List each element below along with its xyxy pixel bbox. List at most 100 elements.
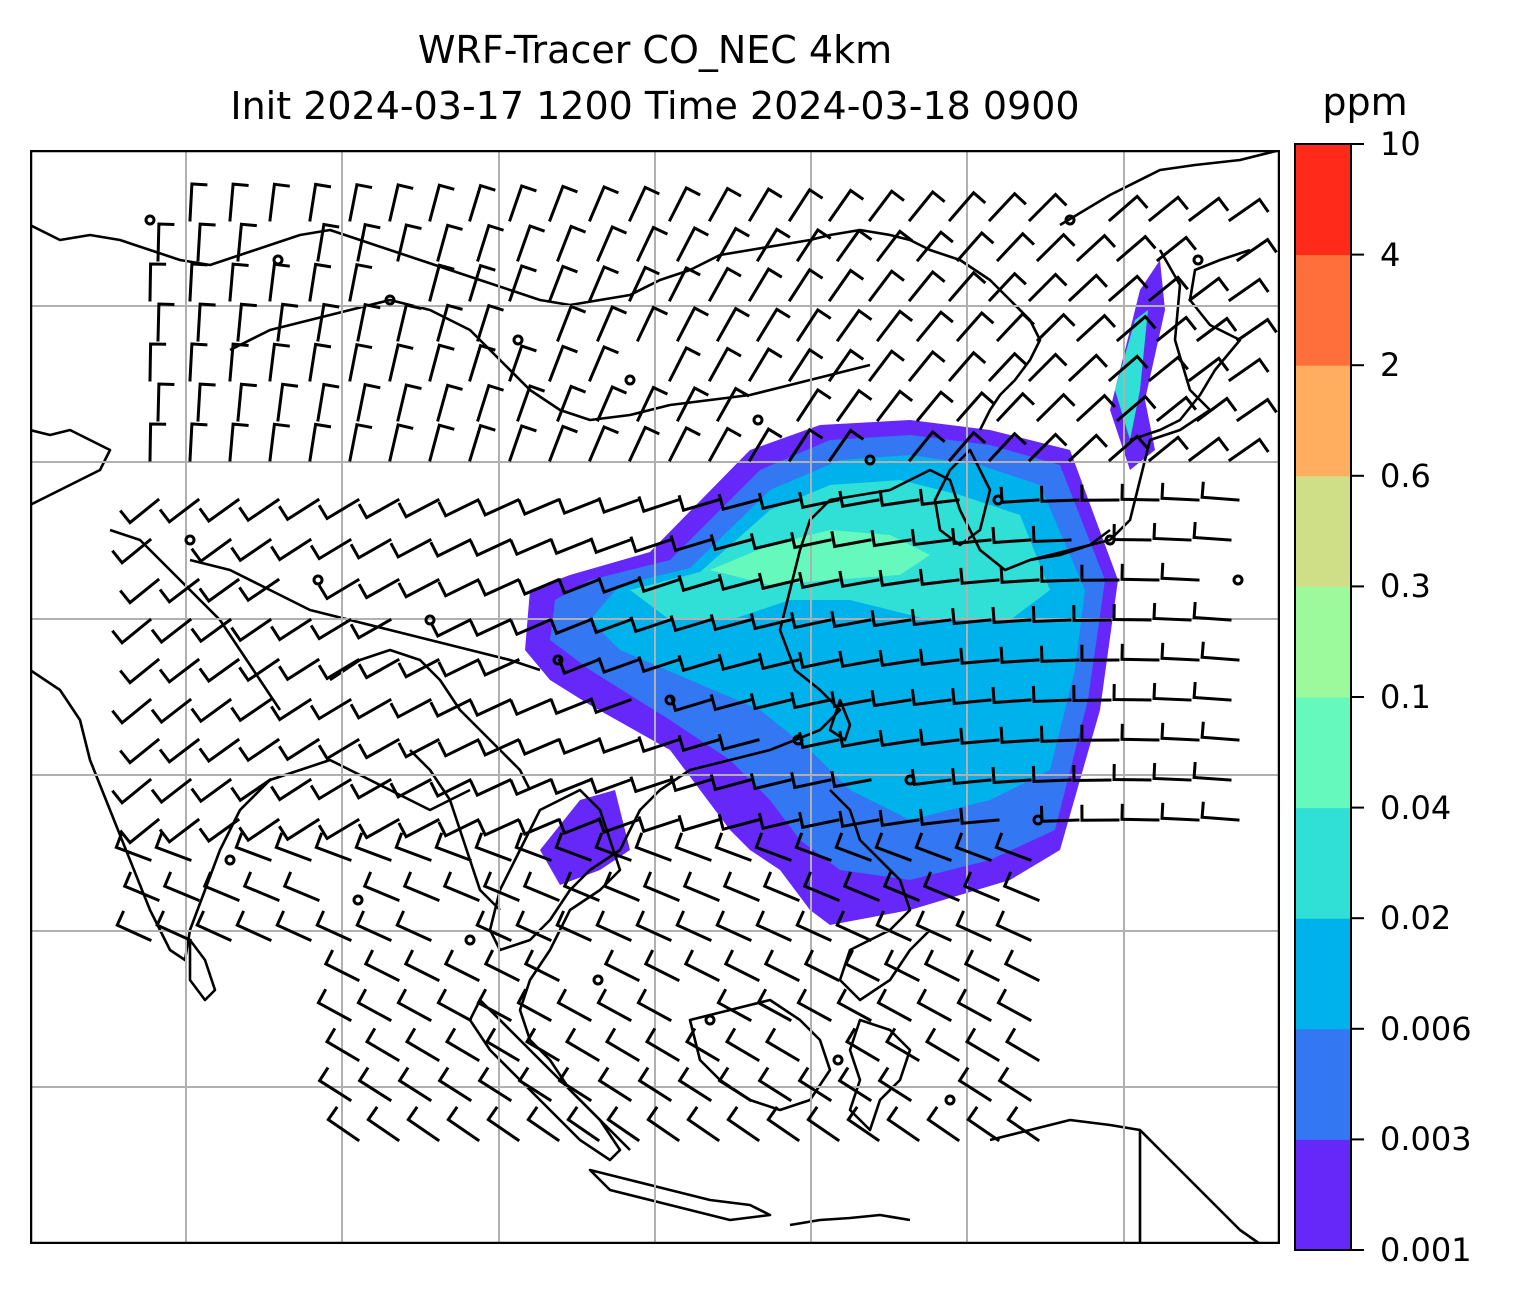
wind-barb [597,1066,633,1103]
wind-barb [787,347,824,383]
wind-barb [326,1106,361,1143]
wind-barb [468,183,496,222]
wind-barb [1152,602,1192,622]
wind-barb [787,187,824,223]
wind-barb [234,832,272,862]
wind-barb [637,656,680,674]
wind-barb [835,308,873,343]
wind-barb [834,832,872,862]
wind-barb [1160,482,1200,502]
wind-barb [798,571,840,590]
wind-barb [964,1027,1001,1063]
wind-barb [878,489,920,508]
map-panel[interactable] [30,150,1280,1244]
wind-barb [595,910,632,942]
wind-barb [162,871,200,902]
wind-barb [397,657,441,679]
wind-barb [963,949,1001,983]
wind-barb [1112,523,1152,542]
wind-barb [955,230,995,263]
wind-barb [683,949,721,983]
wind-barb [1031,685,1072,704]
wind-barb [842,871,880,902]
wind-barb [722,871,760,902]
wind-barb [469,698,512,718]
wind-barb [468,343,496,382]
wind-barb [709,614,752,632]
wind-barb [308,262,332,302]
wind-barb [356,222,381,262]
wind-barb [517,738,560,756]
wind-barb [549,618,592,636]
wind-barb-calm [704,1014,716,1026]
wind-barb [196,222,216,262]
wind-barb [597,496,640,515]
wind-barb [349,697,393,720]
wind-barb [844,1027,881,1063]
wind-barb [749,613,792,631]
wind-barb [715,226,750,263]
wind-barb [597,576,640,595]
wind-barb [682,871,720,902]
wind-barb [588,264,619,302]
wind-barb [1039,725,1080,743]
wind-barb [867,269,905,303]
wind-barb [757,652,800,671]
wind-barb [357,657,401,680]
wind-barb [1120,643,1160,662]
wind-barb [1115,234,1157,263]
wind-barb [959,567,1000,585]
wind-barb [388,423,414,462]
wind-barb [878,569,920,588]
colorbar-unit-label: ppm [1322,80,1408,124]
wind-barb [357,497,401,520]
coastline-northeast [488,249,1212,952]
wind-barb [756,988,793,1023]
wind-barb-calm [552,654,564,666]
wind-barb [1072,684,1112,703]
wind-barb [602,871,640,902]
wind-barb [588,184,619,222]
wind-barb [523,949,561,983]
wind-barb [437,817,481,838]
wind-barb [951,527,992,546]
wind-barb-calm [832,1054,844,1066]
wind-barb [1120,483,1160,502]
wind-barb [188,182,208,222]
wind-barb [549,538,592,556]
wind-barb [597,736,640,755]
wind-barb [196,302,216,342]
wind-barb [747,267,783,303]
wind-barb [747,347,783,383]
coastline-arabian-west [30,428,112,507]
wind-barb [915,390,954,423]
wind-barb [557,818,600,836]
wind-barb [588,344,619,382]
wind-barb [596,385,628,422]
wind-barb [356,382,381,422]
wind-barb [717,573,760,592]
wind-barb [991,606,1032,625]
wind-barb [476,223,504,262]
wind-barb [268,422,290,462]
wind-barb [907,189,946,223]
wind-barb [594,832,632,862]
wind-barb-calm [184,534,196,546]
wind-barb [228,342,249,382]
wind-barb [274,832,312,862]
wind-barb [707,186,742,223]
wind-barb [119,657,161,685]
wind-barb [548,264,578,302]
wind-barb [1200,481,1240,502]
wind-barb [709,534,752,552]
wind-barb [926,1106,961,1143]
wind-barb [437,737,481,758]
wind-barb [549,778,592,796]
wind-barb [156,382,175,422]
wind-barb [1035,232,1076,263]
border-mongolia-south [229,298,871,422]
wind-barb-calm [224,854,236,866]
wind-barb [667,265,701,303]
wind-barb-calm [272,254,284,266]
wind-barb [827,348,865,383]
